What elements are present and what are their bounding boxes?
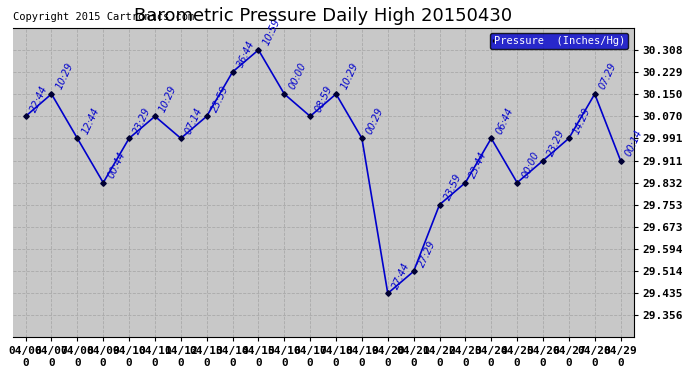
Text: 07:29: 07:29 [598,62,618,91]
Text: Copyright 2015 Cartronics.com: Copyright 2015 Cartronics.com [12,12,194,22]
Text: 00:14: 00:14 [623,128,644,158]
Text: 10:29: 10:29 [339,62,359,91]
Text: 23:59: 23:59 [210,84,230,114]
Text: 23:29: 23:29 [546,128,566,158]
Legend: Pressure  (Inches/Hg): Pressure (Inches/Hg) [490,33,629,50]
Text: 10:29: 10:29 [55,62,75,91]
Text: 00:29: 00:29 [365,106,386,135]
Text: 23:59: 23:59 [442,172,463,202]
Text: 14:29: 14:29 [571,106,593,135]
Text: 36:44: 36:44 [235,39,257,69]
Text: 27:29: 27:29 [417,239,437,268]
Text: 00:00: 00:00 [520,150,541,180]
Text: 07:14: 07:14 [184,106,205,135]
Text: 06:44: 06:44 [494,106,515,135]
Text: 22:44: 22:44 [28,84,50,114]
Text: 00:44: 00:44 [106,150,127,180]
Text: 10:29: 10:29 [158,84,179,114]
Text: 23:44: 23:44 [468,150,489,180]
Text: 23:29: 23:29 [132,106,153,135]
Text: 08:59: 08:59 [313,84,334,114]
Text: 10:59: 10:59 [262,17,282,47]
Title: Barometric Pressure Daily High 20150430: Barometric Pressure Daily High 20150430 [134,7,512,25]
Text: 27:44: 27:44 [391,261,411,291]
Text: 00:00: 00:00 [287,62,308,91]
Text: 12:44: 12:44 [80,106,101,135]
